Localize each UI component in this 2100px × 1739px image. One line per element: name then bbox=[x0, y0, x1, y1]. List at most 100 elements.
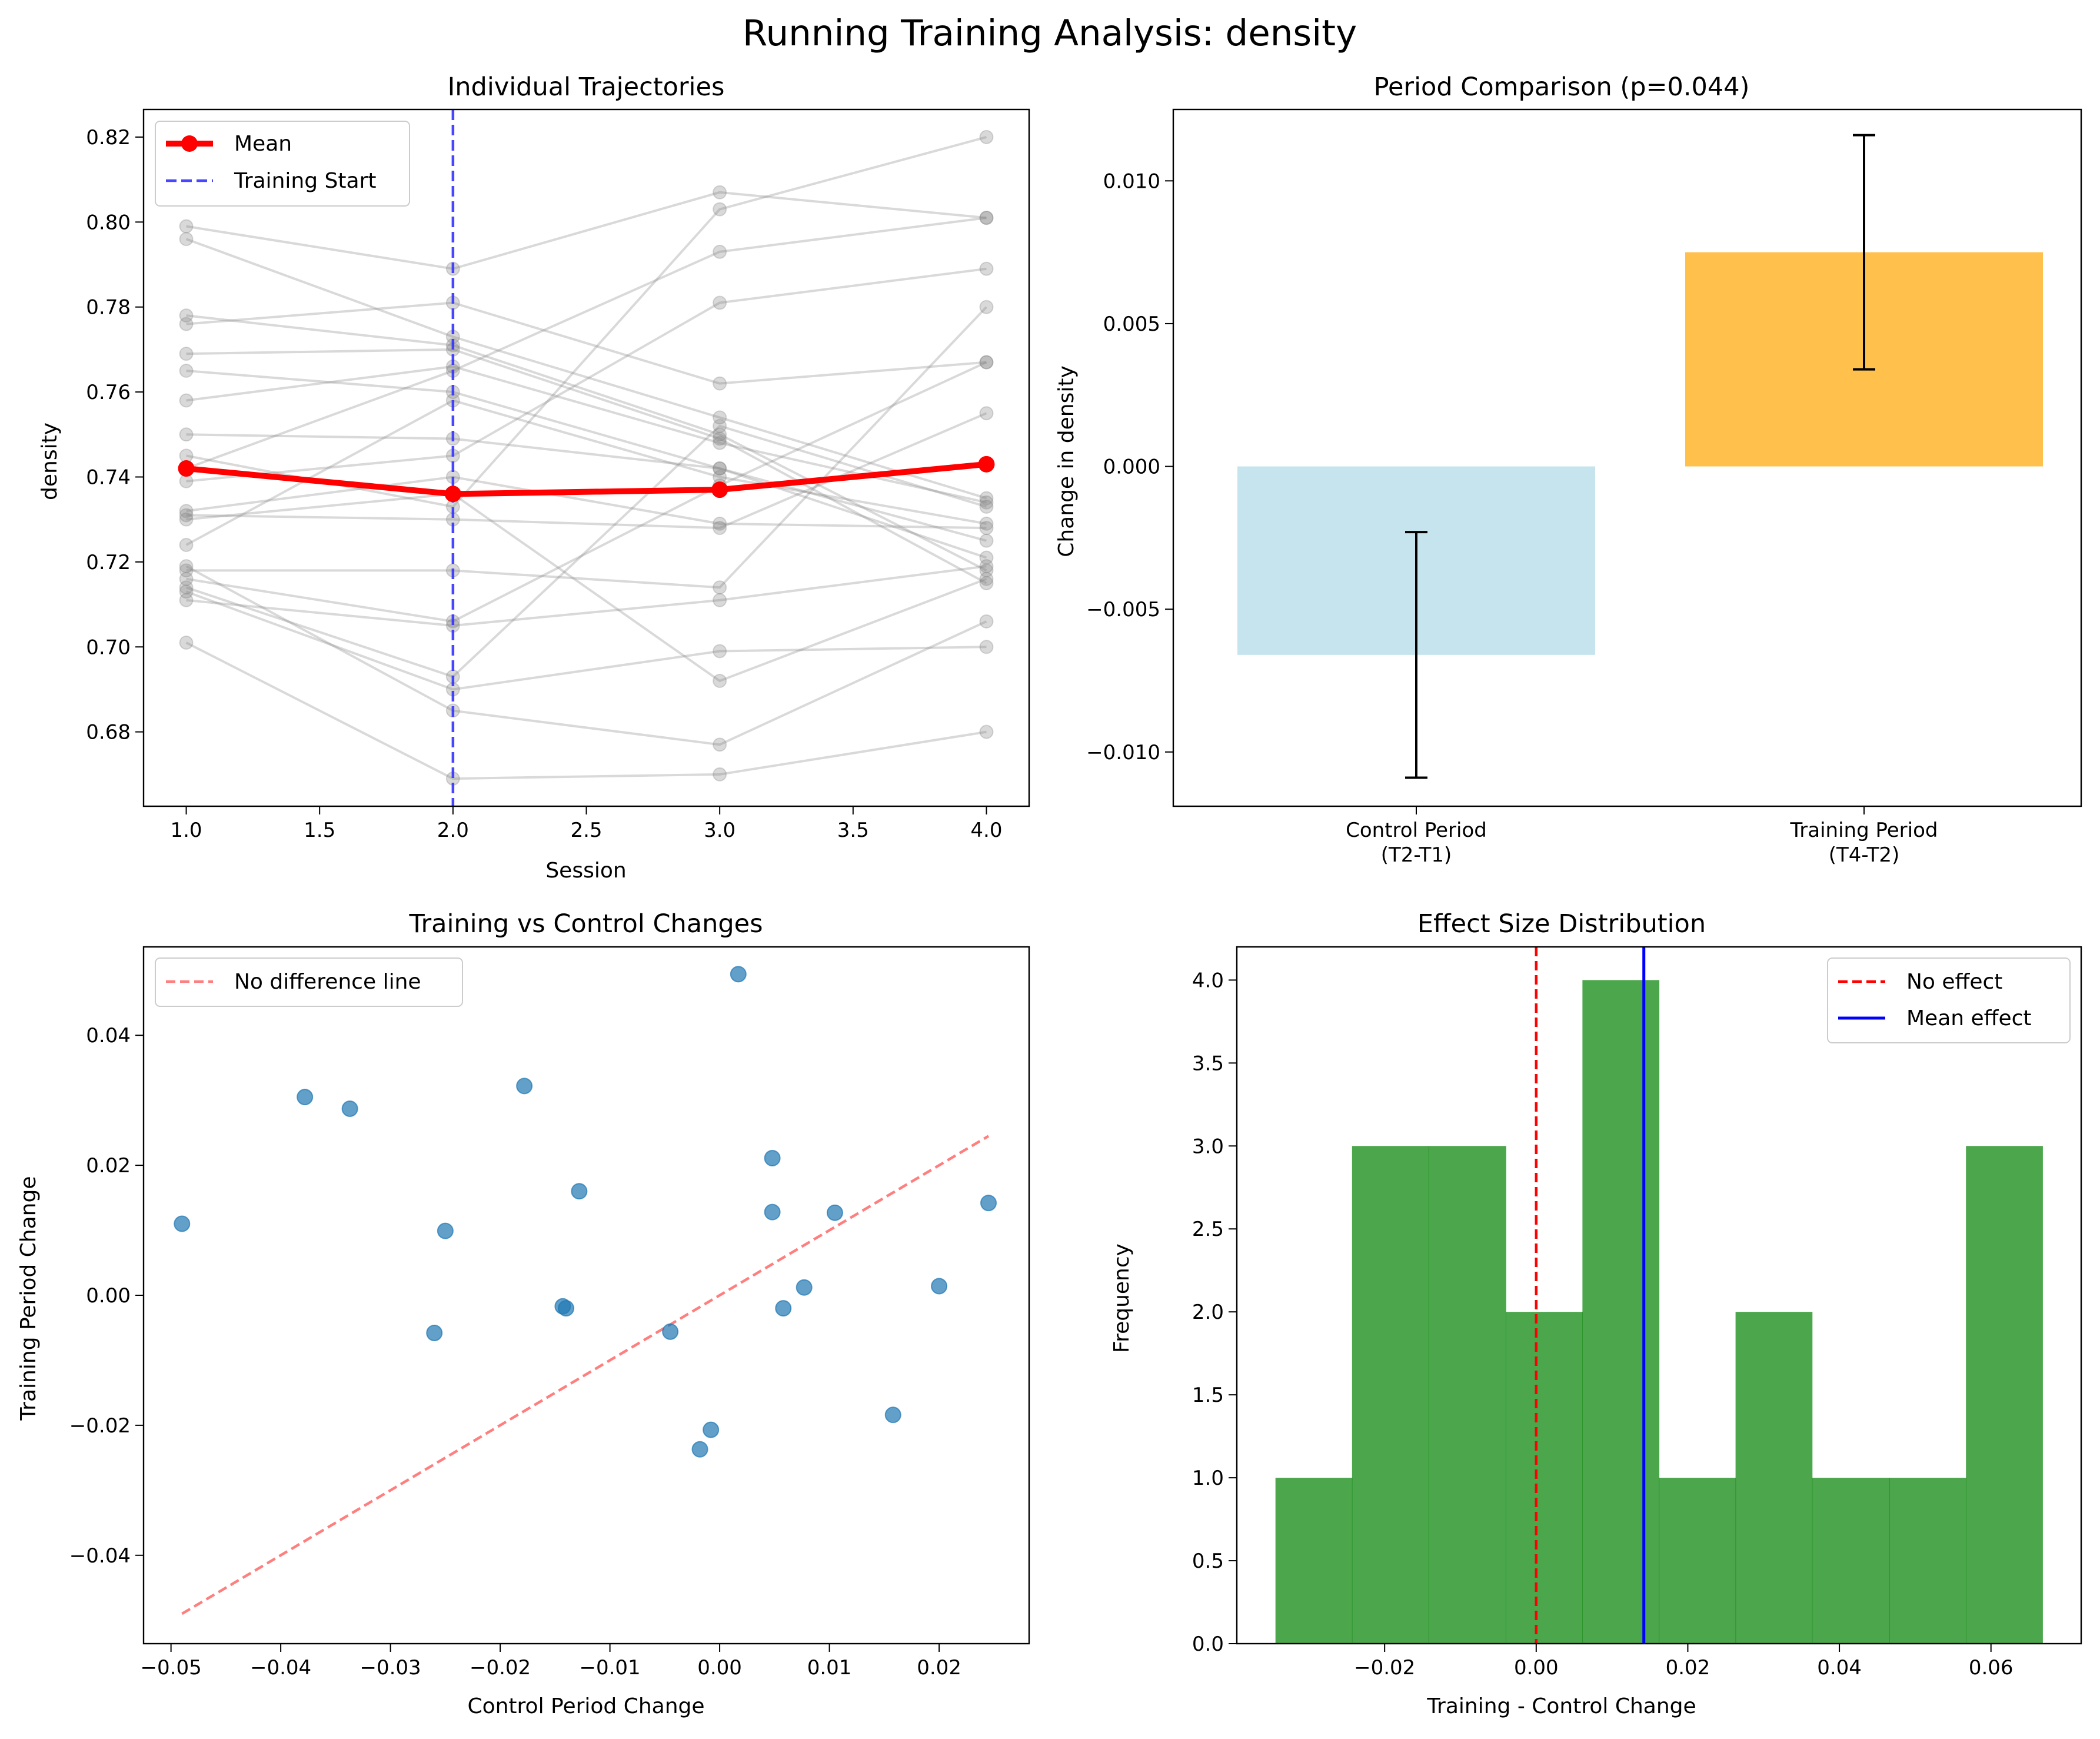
effect-size-xtick-label: 0.06 bbox=[1969, 1656, 2014, 1680]
mean-line bbox=[186, 461, 987, 497]
individual-trajectory-line bbox=[186, 361, 987, 623]
scatter-point bbox=[980, 1195, 997, 1212]
trajectories-title: Individual Trajectories bbox=[448, 72, 725, 102]
trajectories-ytick-label: 0.74 bbox=[86, 465, 131, 489]
individual-trajectory-line bbox=[186, 365, 987, 504]
individual-trajectory-line bbox=[186, 301, 987, 385]
trajectories-panel: Individual Trajectories Session density … bbox=[38, 72, 1030, 883]
period-comparison-frame bbox=[1172, 108, 2082, 807]
individual-trajectory-point bbox=[713, 767, 727, 782]
histogram-bar bbox=[1582, 980, 1660, 1644]
training-vs-control-xtick-label: −0.03 bbox=[360, 1656, 421, 1680]
individual-trajectory-line bbox=[186, 433, 987, 542]
individual-trajectory-point bbox=[713, 737, 727, 752]
training-vs-control-ylabel: Training Period Change bbox=[16, 1176, 41, 1421]
individual-trajectory-point bbox=[179, 317, 194, 331]
effect-size-ytick-label: 0.5 bbox=[1192, 1550, 1224, 1573]
training-vs-control-xtick-label: 0.00 bbox=[697, 1656, 742, 1680]
individual-trajectory-point bbox=[179, 512, 194, 527]
scatter-point bbox=[557, 1300, 574, 1317]
trajectories-xtick-label: 1.5 bbox=[304, 819, 335, 842]
trajectories-xtick-label: 2.0 bbox=[437, 819, 469, 842]
training-vs-control-xtick-label: −0.02 bbox=[470, 1656, 531, 1680]
trajectories-xtick-label: 2.5 bbox=[570, 819, 602, 842]
individual-trajectory-point bbox=[713, 521, 727, 536]
scatter-point bbox=[703, 1421, 720, 1438]
individual-trajectory-point bbox=[179, 393, 194, 408]
period-comparison-ylabel: Change in density bbox=[1054, 365, 1079, 557]
trajectories-xlabel: Session bbox=[545, 859, 626, 883]
legend-no-effect-label: No effect bbox=[1906, 970, 2002, 994]
individual-trajectory-point bbox=[979, 355, 994, 370]
individual-trajectory-point bbox=[179, 508, 194, 523]
individual-trajectory-line bbox=[186, 267, 987, 483]
individual-trajectory-point bbox=[979, 571, 994, 586]
training-vs-control-xtick-label: 0.01 bbox=[807, 1656, 852, 1680]
scatter-point bbox=[662, 1323, 679, 1340]
individual-trajectory-point bbox=[979, 211, 994, 225]
individual-trajectory-point bbox=[179, 584, 194, 599]
period-comparison-xtick-label: (T4-T2) bbox=[1829, 843, 1899, 867]
individual-trajectory-line bbox=[186, 412, 987, 530]
training-vs-control-panel: Training vs Control Changes Control Peri… bbox=[16, 909, 1030, 1718]
individual-trajectory-point bbox=[979, 355, 994, 370]
individual-trajectory-point bbox=[179, 571, 194, 586]
individual-trajectory-line bbox=[185, 217, 987, 470]
effect-size-xtick-label: 0.00 bbox=[1514, 1656, 1559, 1680]
scatter-point bbox=[571, 1183, 588, 1200]
histogram-bar bbox=[1352, 1146, 1429, 1644]
training-vs-control-xtick-label: −0.04 bbox=[250, 1656, 311, 1680]
scatter-point bbox=[931, 1278, 948, 1295]
training-vs-control-xtick-label: −0.01 bbox=[579, 1656, 640, 1680]
individual-trajectory-point bbox=[979, 521, 994, 536]
no-difference-line bbox=[181, 1135, 990, 1615]
effect-size-legend: No effect Mean effect bbox=[1827, 957, 2071, 1043]
individual-trajectory-point bbox=[979, 495, 994, 510]
individual-trajectory-point bbox=[979, 129, 994, 144]
individual-trajectory-point bbox=[713, 244, 727, 259]
training-vs-control-xlabel: Control Period Change bbox=[467, 1694, 704, 1718]
scatter-point bbox=[691, 1441, 708, 1458]
legend-training-start-label: Training Start bbox=[234, 169, 376, 193]
individual-trajectory-line bbox=[185, 565, 987, 746]
mean-point bbox=[711, 481, 728, 498]
scatter-point bbox=[174, 1215, 191, 1232]
individual-trajectory-line bbox=[185, 641, 987, 780]
histogram-bar bbox=[1966, 1146, 2043, 1644]
period-comparison-ytick-label: 0.005 bbox=[1103, 312, 1160, 336]
individual-trajectory-point bbox=[979, 550, 994, 565]
scatter-point bbox=[826, 1204, 843, 1221]
effect-size-frame bbox=[1236, 946, 2082, 1645]
individual-trajectory-line bbox=[186, 370, 987, 559]
individual-trajectory-point bbox=[713, 427, 727, 442]
individual-trajectory-point bbox=[713, 431, 727, 446]
histogram-bar bbox=[1735, 1312, 1813, 1644]
period-comparison-ytick-label: −0.010 bbox=[1086, 741, 1160, 764]
period-comparison-title: Period Comparison (p=0.044) bbox=[1374, 72, 1750, 102]
individual-trajectory-point bbox=[713, 435, 727, 450]
individual-trajectory-point bbox=[179, 580, 194, 595]
scatter-point bbox=[796, 1279, 813, 1296]
individual-trajectory-point bbox=[179, 636, 194, 650]
individual-trajectory-line bbox=[186, 314, 987, 572]
individual-trajectory-point bbox=[713, 376, 727, 391]
training-vs-control-legend-box bbox=[155, 957, 463, 1007]
individual-trajectory-line bbox=[186, 306, 987, 589]
training-vs-control-ytick-label: −0.04 bbox=[69, 1544, 131, 1568]
individual-trajectory-line bbox=[185, 399, 987, 546]
individual-trajectory-point bbox=[179, 504, 194, 518]
scatter-point bbox=[764, 1203, 781, 1221]
period-comparison-ytick-label: 0.010 bbox=[1103, 169, 1160, 193]
effect-size-title: Effect Size Distribution bbox=[1417, 909, 1706, 939]
individual-trajectory-point bbox=[979, 614, 994, 629]
individual-trajectory-point bbox=[179, 427, 194, 442]
trajectories-ytick-label: 0.68 bbox=[86, 721, 131, 744]
trajectories-ytick-label: 0.72 bbox=[86, 551, 131, 574]
individual-trajectory-line bbox=[185, 238, 987, 500]
individual-trajectory-point bbox=[179, 308, 194, 323]
effect-size-ytick-label: 3.0 bbox=[1192, 1135, 1224, 1158]
individual-trajectory-point bbox=[979, 516, 994, 531]
trajectories-xtick-label: 3.0 bbox=[704, 819, 736, 842]
scatter-point bbox=[297, 1089, 314, 1106]
